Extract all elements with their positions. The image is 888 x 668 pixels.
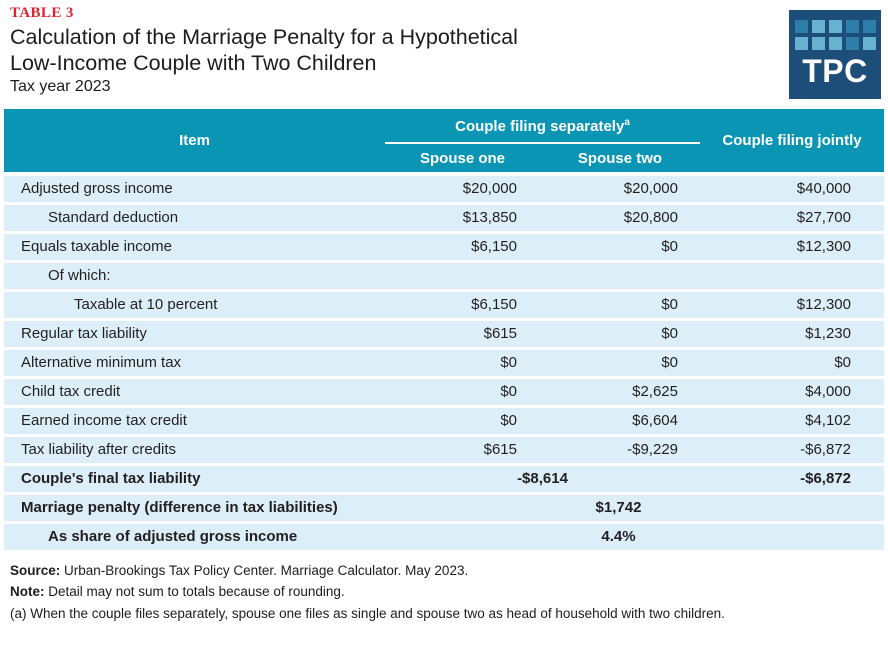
column-group-filing-separately: Couple filing separatelya — [385, 109, 700, 144]
cell-spouse-two: $6,604 — [540, 406, 700, 437]
column-header-spouse-one: Spouse one — [385, 143, 540, 176]
table-row-final-liability: Couple's final tax liability -$8,614 -$6… — [4, 464, 884, 495]
cell-spouse-one: $20,000 — [385, 174, 540, 205]
cell-separately-combined: -$8,614 — [385, 464, 700, 495]
cell-spouse-two: $0 — [540, 319, 700, 350]
cell-spouse-two: $0 — [540, 348, 700, 379]
table-row-tax-after-credits: Tax liability after credits $615 -$9,229… — [4, 435, 884, 466]
cell-spouse-two: -$9,229 — [540, 435, 700, 466]
header-block: TABLE 3 Calculation of the Marriage Pena… — [0, 0, 888, 109]
table-row-child-tax-credit: Child tax credit $0 $2,625 $4,000 — [4, 377, 884, 408]
cell-spouse-two: $20,800 — [540, 203, 700, 234]
cell-jointly: $4,000 — [700, 377, 884, 408]
table-row-regular-tax: Regular tax liability $615 $0 $1,230 — [4, 319, 884, 350]
tpc-logo-grid-icon — [789, 10, 881, 50]
cell-jointly — [700, 261, 884, 292]
row-label: Couple's final tax liability — [4, 464, 385, 495]
cell-spouse-one: $6,150 — [385, 232, 540, 263]
note-text: Detail may not sum to totals because of … — [44, 584, 345, 599]
table-row-agi: Adjusted gross income $20,000 $20,000 $4… — [4, 174, 884, 205]
cell-jointly: $27,700 — [700, 203, 884, 234]
title-line-2: Low-Income Couple with Two Children — [10, 51, 377, 75]
source-line: Source: Urban-Brookings Tax Policy Cente… — [10, 560, 888, 582]
marriage-penalty-table: Item Couple filing separatelya Couple fi… — [4, 109, 884, 553]
row-label: Child tax credit — [4, 377, 385, 408]
source-label: Source: — [10, 562, 61, 578]
cell-spouse-one: $6,150 — [385, 290, 540, 321]
row-label: Taxable at 10 percent — [4, 290, 385, 321]
cell-jointly: $40,000 — [700, 174, 884, 205]
page-title: Calculation of the Marriage Penalty for … — [10, 24, 888, 76]
column-header-spouse-two: Spouse two — [540, 143, 700, 176]
column-header-filing-jointly: Couple filing jointly — [700, 109, 884, 176]
row-label: Alternative minimum tax — [4, 348, 385, 379]
cell-jointly: $1,230 — [700, 319, 884, 350]
cell-jointly: $4,102 — [700, 406, 884, 437]
cell-spouse-one: $13,850 — [385, 203, 540, 234]
cell-jointly: $12,300 — [700, 290, 884, 321]
table-row-eitc: Earned income tax credit $0 $6,604 $4,10… — [4, 406, 884, 437]
cell-share-value: 4.4% — [385, 522, 884, 553]
column-header-item: Item — [4, 109, 385, 176]
cell-spouse-two: $0 — [540, 232, 700, 263]
table-header: Item Couple filing separatelya Couple fi… — [4, 109, 884, 176]
row-label: Earned income tax credit — [4, 406, 385, 437]
cell-spouse-one — [385, 261, 540, 292]
table-body: Adjusted gross income $20,000 $20,000 $4… — [4, 174, 884, 553]
cell-spouse-two: $2,625 — [540, 377, 700, 408]
title-line-1: Calculation of the Marriage Penalty for … — [10, 25, 518, 49]
table-row-standard-deduction: Standard deduction $13,850 $20,800 $27,7… — [4, 203, 884, 234]
table-row-taxable-income: Equals taxable income $6,150 $0 $12,300 — [4, 232, 884, 263]
footnote-a-marker: a — [624, 116, 630, 128]
cell-jointly: $0 — [700, 348, 884, 379]
tax-year-subtitle: Tax year 2023 — [10, 78, 111, 95]
row-label: Regular tax liability — [4, 319, 385, 350]
cell-spouse-one: $615 — [385, 319, 540, 350]
source-text: Urban-Brookings Tax Policy Center. Marri… — [60, 562, 469, 578]
table-row-share-of-agi: As share of adjusted gross income 4.4% — [4, 522, 884, 553]
row-label: Standard deduction — [4, 203, 385, 234]
footnote-a-line: (a) When the couple files separately, sp… — [10, 605, 725, 621]
row-label: Tax liability after credits — [4, 435, 385, 466]
cell-jointly: -$6,872 — [700, 464, 884, 495]
cell-spouse-one: $0 — [385, 348, 540, 379]
note-line: Note: Detail may not sum to totals becau… — [10, 581, 888, 603]
cell-spouse-one: $0 — [385, 377, 540, 408]
row-label: Adjusted gross income — [4, 174, 385, 205]
tpc-logo-text: TPC — [802, 53, 868, 89]
cell-spouse-one: $615 — [385, 435, 540, 466]
cell-spouse-two — [540, 261, 700, 292]
cell-spouse-two: $0 — [540, 290, 700, 321]
row-label: Of which: — [4, 261, 385, 292]
table-row-amt: Alternative minimum tax $0 $0 $0 — [4, 348, 884, 379]
cell-jointly: $12,300 — [700, 232, 884, 263]
table-row-taxable-at-10: Taxable at 10 percent $6,150 $0 $12,300 — [4, 290, 884, 321]
cell-jointly: -$6,872 — [700, 435, 884, 466]
cell-spouse-one: $0 — [385, 406, 540, 437]
tpc-logo: TPC — [789, 10, 881, 99]
cell-penalty-value: $1,742 — [385, 493, 884, 524]
filing-separately-label: Couple filing separately — [455, 117, 625, 135]
row-label: Equals taxable income — [4, 232, 385, 263]
table-row-of-which: Of which: — [4, 261, 884, 292]
table-number-label: TABLE 3 — [10, 5, 74, 21]
cell-spouse-two: $20,000 — [540, 174, 700, 205]
table-row-marriage-penalty: Marriage penalty (difference in tax liab… — [4, 493, 884, 524]
row-label: Marriage penalty (difference in tax liab… — [4, 493, 385, 524]
footnotes: Source: Urban-Brookings Tax Policy Cente… — [10, 560, 888, 625]
row-label: As share of adjusted gross income — [4, 522, 385, 553]
note-label: Note: — [10, 584, 45, 599]
